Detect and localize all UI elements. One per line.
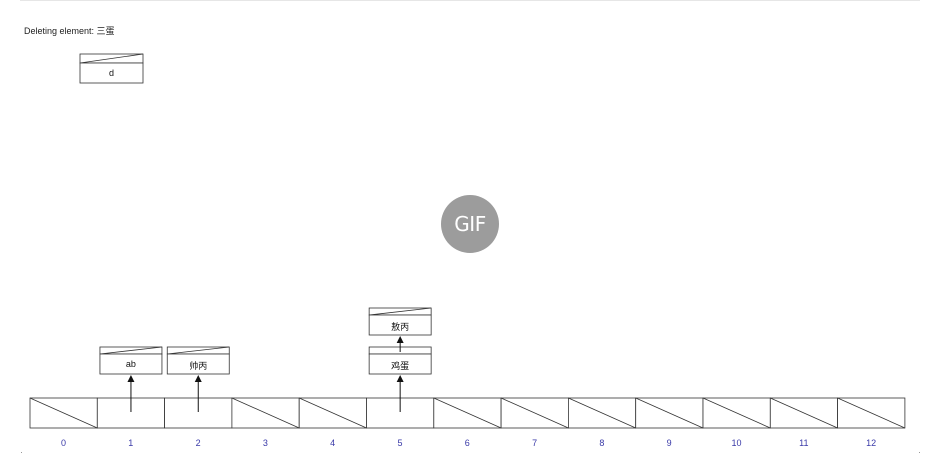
bucket-cell-6 — [433, 397, 502, 429]
bucket-cell-8 — [568, 397, 637, 429]
bucket-index-0: 0 — [60, 438, 66, 448]
bucket-cell-2 — [164, 397, 233, 429]
chain-node-label-5-1: 敖丙 — [391, 322, 410, 332]
bucket-array — [29, 397, 906, 429]
chain-node-label-5-0: 鸡蛋 — [391, 361, 410, 371]
chain-arrow-2-0 — [194, 375, 202, 412]
bucket-cell-9 — [635, 397, 704, 429]
bucket-cell-11 — [769, 397, 838, 429]
chain-arrow-1-0 — [127, 375, 135, 412]
bucket-cell-4 — [298, 397, 367, 429]
bucket-index-4: 4 — [330, 438, 336, 448]
bucket-index-1: 1 — [128, 438, 134, 448]
bucket-index-10: 10 — [731, 438, 742, 448]
gif-badge[interactable]: GIF — [441, 195, 499, 253]
chain-node-5-1 — [368, 307, 432, 336]
chain-node-1-0 — [99, 346, 163, 375]
bucket-cell-10 — [702, 397, 771, 429]
bucket-cell-12 — [837, 397, 906, 429]
deleting-node-label: d — [108, 68, 114, 78]
bucket-index-5: 5 — [397, 438, 403, 448]
deleting-node — [79, 53, 144, 84]
bucket-index-6: 6 — [464, 438, 470, 448]
bucket-index-7: 7 — [532, 438, 538, 448]
bucket-index-8: 8 — [599, 438, 605, 448]
chain-node-label-2-0: 帅丙 — [189, 361, 208, 371]
top-divider — [20, 0, 920, 1]
bucket-index-3: 3 — [262, 438, 268, 448]
bucket-cell-0 — [29, 397, 98, 429]
status-text: Deleting element: 三蛋 — [24, 26, 115, 36]
chain-arrow-5-0 — [396, 375, 404, 412]
chain-nodes — [99, 307, 432, 412]
bucket-index-12: 12 — [866, 438, 877, 448]
bucket-cell-7 — [500, 397, 569, 429]
bucket-index-2: 2 — [195, 438, 201, 448]
corner-dot-right — [919, 452, 920, 453]
corner-dot-left — [21, 452, 22, 453]
bucket-cell-3 — [231, 397, 300, 429]
chain-arrow-5-1 — [396, 336, 404, 352]
bucket-index-9: 9 — [666, 438, 672, 448]
bucket-index-11: 11 — [799, 438, 809, 448]
chain-node-2-0 — [166, 346, 230, 375]
chain-node-label-1-0: ab — [125, 359, 136, 369]
